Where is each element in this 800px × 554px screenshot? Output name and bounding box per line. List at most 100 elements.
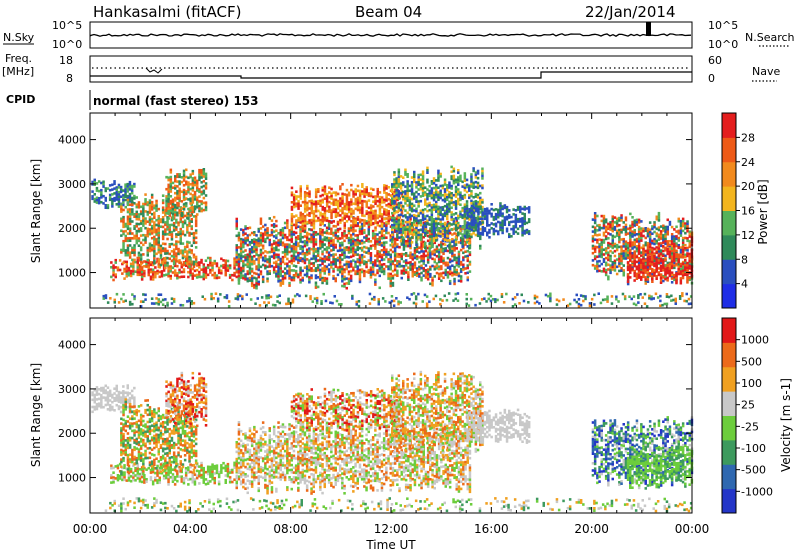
power-cell: [620, 262, 623, 265]
power-cell: [463, 213, 467, 216]
power-cell: [455, 273, 458, 277]
power-cell: [376, 269, 379, 272]
power-cell: [288, 233, 291, 237]
power-cell: [374, 214, 377, 217]
power-cell: [128, 222, 132, 226]
power-cell: [321, 215, 324, 218]
power-cell: [426, 231, 429, 234]
power-cell: [215, 262, 219, 265]
power-cell: [220, 269, 223, 273]
power-cell: [503, 216, 507, 219]
power-cell: [472, 226, 476, 229]
power-cell: [611, 268, 614, 271]
power-cell: [686, 220, 689, 223]
power-cell: [283, 267, 287, 270]
power-cell: [380, 237, 384, 240]
power-cell: [279, 228, 282, 232]
power-cell: [327, 227, 331, 230]
power-cell: [290, 186, 294, 190]
power-cell: [275, 255, 278, 259]
power-cell: [184, 264, 188, 267]
power-cell: [191, 169, 195, 173]
power-cell: [360, 261, 364, 264]
power-cell: [440, 272, 443, 275]
power-cell: [144, 236, 147, 240]
power-cell: [385, 241, 388, 244]
power-cell: [688, 240, 691, 243]
power-cell: [176, 206, 179, 210]
power-cell: [198, 188, 201, 191]
power-cell: [371, 232, 375, 235]
power-cell: [459, 213, 462, 216]
power-cell: [224, 271, 227, 274]
power-cell: [410, 224, 414, 227]
power-cell: [387, 214, 390, 218]
power-cell: [443, 236, 447, 239]
power-cell: [277, 258, 280, 261]
power-cell: [301, 227, 305, 230]
power-cell: [389, 194, 393, 197]
power-cell: [167, 212, 170, 215]
power-cell: [120, 234, 123, 237]
power-cell: [451, 252, 454, 255]
power-cell: [499, 209, 502, 212]
power-cell: [123, 270, 126, 273]
power-cell: [501, 219, 504, 223]
power-cell: [295, 195, 298, 198]
power-cell: [306, 192, 309, 195]
power-cell: [349, 226, 353, 230]
power-cell: [419, 195, 423, 198]
power-cell: [161, 218, 165, 221]
power-cell: [175, 240, 178, 243]
power-cell: [620, 216, 623, 220]
power-cell: [235, 217, 238, 221]
power-cell: [327, 268, 331, 271]
power-cell: [126, 190, 129, 193]
power-cell: [673, 235, 676, 238]
power-cell: [321, 238, 324, 241]
power-cell: [611, 237, 614, 240]
power-cell: [328, 196, 331, 199]
power-cell: [470, 175, 473, 179]
power-cell: [380, 256, 384, 259]
power-cell: [323, 192, 327, 196]
power-cell: [321, 250, 324, 253]
nave-right-tick-top: 60: [708, 54, 722, 67]
power-cell: [177, 247, 180, 251]
power-cell: [341, 207, 344, 210]
power-cell: [369, 194, 373, 198]
power-cell: [675, 256, 678, 260]
power-cell: [343, 205, 346, 208]
power-cell: [292, 223, 296, 227]
power-cell: [407, 271, 410, 274]
power-cell: [354, 224, 357, 227]
power-cell: [646, 246, 650, 250]
power-cell: [358, 256, 362, 260]
power-cell: [681, 229, 685, 233]
power-cell: [679, 246, 683, 249]
power-cell: [410, 209, 414, 213]
power-cell: [413, 233, 416, 236]
power-cell: [297, 244, 300, 248]
power-cell: [501, 231, 504, 235]
power-cell: [457, 224, 460, 227]
power-cell: [312, 217, 316, 220]
power-cell: [396, 217, 399, 221]
power-cell: [624, 242, 628, 246]
power-cell: [146, 246, 149, 250]
power-cell: [142, 214, 145, 218]
power-cell: [209, 271, 212, 274]
power-cell: [523, 232, 526, 235]
power-cell: [126, 227, 130, 231]
power-cell: [126, 187, 129, 191]
power-cell: [169, 209, 173, 212]
power-cell: [391, 277, 395, 280]
power-cell: [312, 252, 315, 255]
power-cell: [408, 237, 412, 240]
power-cell: [338, 266, 342, 269]
power-cell: [512, 208, 515, 211]
power-cell: [448, 239, 451, 242]
power-cell: [406, 218, 409, 222]
power-cell: [186, 259, 189, 263]
power-cell: [198, 270, 201, 274]
